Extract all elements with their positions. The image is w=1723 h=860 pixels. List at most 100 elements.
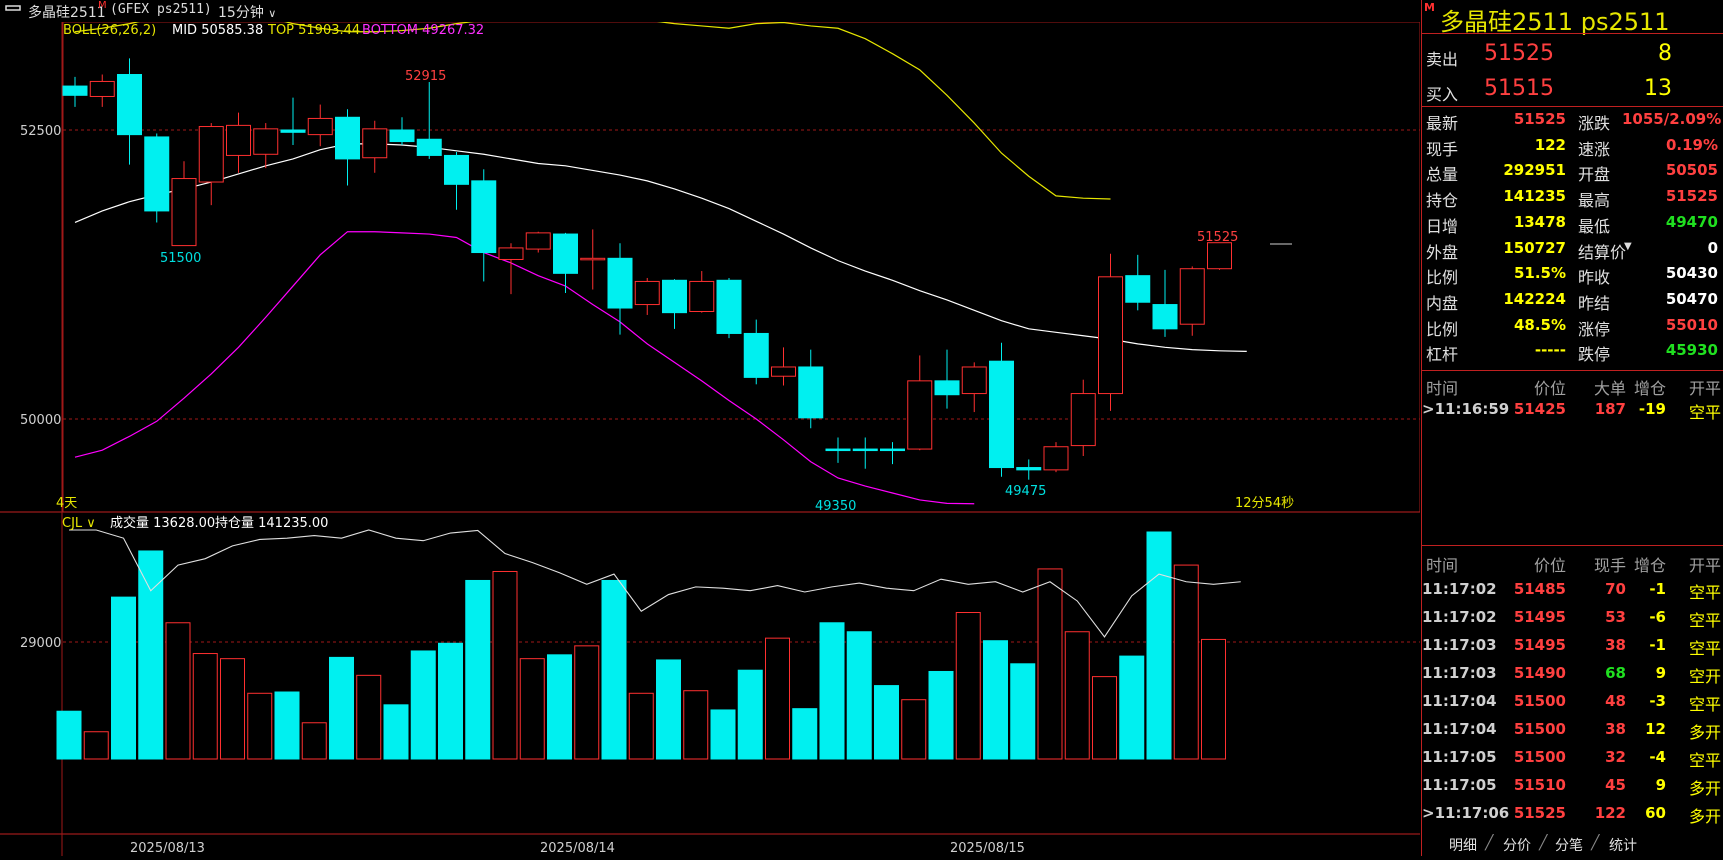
tick-row[interactable]: 11:17:02 51495 53 -6 空平 <box>1422 606 1723 634</box>
volume-bar <box>983 640 1008 760</box>
stat-label: 比例 <box>1426 268 1459 288</box>
contract-name: 多晶硅2511 <box>28 5 106 21</box>
volume-bar <box>601 579 627 760</box>
volume-bar <box>83 731 109 760</box>
stat-value: 50505 <box>1665 161 1718 180</box>
volume-bar <box>247 692 273 760</box>
table-header: 价位 <box>1533 379 1566 398</box>
stat-value: 50470 <box>1665 289 1718 308</box>
volume-bar <box>301 722 327 760</box>
candle-body <box>1152 304 1178 330</box>
tab-1[interactable]: 分价 <box>1503 838 1531 854</box>
tick-price: 51485 <box>1513 580 1566 598</box>
tick-time: 11:17:03 <box>1422 636 1497 654</box>
candle-body <box>226 124 251 156</box>
volume-bar <box>628 692 654 760</box>
big-trade-row[interactable]: >11:16:59 51425 187 -19 空平 <box>1422 398 1723 423</box>
low-price-note: 49475 <box>1005 484 1046 499</box>
tab-0[interactable]: 明细 <box>1449 838 1477 854</box>
stat-label: 日增 <box>1426 216 1459 236</box>
tick-row[interactable]: 11:17:03 51490 68 9 空开 <box>1422 662 1723 690</box>
volume-bar <box>574 645 600 760</box>
stat-row: 内盘 142224 昨结 50470 <box>1422 288 1723 313</box>
kline-chart[interactable]: 52500 50000 BOLL(26,26,2) MID 50585.38 TOP 5… <box>0 13 1421 856</box>
stat-label: 昨收 <box>1578 268 1611 288</box>
candle-body <box>580 257 606 261</box>
stat-label: 外盘 <box>1426 242 1459 262</box>
stat-value: 45930 <box>1665 341 1718 360</box>
volume-value: 成交量 13628.00 <box>110 515 215 531</box>
tick-row[interactable]: 11:17:05 51500 32 -4 空平 <box>1422 746 1723 774</box>
tick-oi-change: -4 <box>1649 748 1666 766</box>
volume-bar <box>492 570 518 760</box>
restore-window-icon[interactable] <box>4 0 22 20</box>
stat-value: 13478 <box>1513 212 1566 231</box>
stat-row: 杠杆 ----- 跌停 45930 <box>1422 339 1723 364</box>
tick-price: 51500 <box>1513 748 1566 766</box>
panel-flag: M <box>1424 1 1435 14</box>
tick-oi-change: -1 <box>1649 580 1666 598</box>
boll-bottom-line <box>74 231 975 505</box>
stat-value: 1055/2.09% <box>1622 110 1722 128</box>
tick-type: 空开 <box>1688 667 1721 686</box>
period-selector[interactable]: 15分钟 ∨ <box>218 2 276 22</box>
stat-label: 昨结 <box>1578 293 1611 313</box>
big-trade-volume: 187 <box>1594 400 1626 418</box>
table-header: 增仓 <box>1633 556 1666 575</box>
stat-value: 122 <box>1534 135 1566 154</box>
volume-bar <box>111 596 136 760</box>
divider <box>1422 370 1723 371</box>
volume-bar <box>1092 676 1117 760</box>
tab-2[interactable]: 分笔 <box>1555 838 1583 854</box>
stat-value: 51525 <box>1513 110 1566 128</box>
stat-label: 持仓 <box>1426 191 1459 211</box>
buy-label: 买入 <box>1426 85 1459 104</box>
candle-body <box>89 80 115 97</box>
high-price-note: 52915 <box>405 69 446 84</box>
stat-value: 51.5% <box>1513 264 1566 283</box>
tick-row[interactable]: >11:17:06 51525 122 60 多开 <box>1422 802 1723 830</box>
stat-row: 持仓 141235 最高 51525 <box>1422 185 1723 210</box>
volume-bar <box>329 656 354 760</box>
stat-label: 杠杆 <box>1426 345 1459 365</box>
candle-body <box>689 280 715 312</box>
volume-bar <box>1146 531 1172 760</box>
sell-volume: 8 <box>1658 41 1672 66</box>
countdown-label: 12分54秒 <box>1235 496 1294 511</box>
open-interest-line <box>69 529 1241 638</box>
price-axis-label: 50000 <box>20 413 61 428</box>
tick-price: 51495 <box>1513 636 1566 654</box>
tick-type: 多开 <box>1688 723 1721 742</box>
volume-bar <box>1173 564 1199 760</box>
buy-price: 51515 <box>1484 76 1554 101</box>
volume-bar <box>1010 663 1036 760</box>
tick-row[interactable]: 11:17:04 51500 48 -3 空平 <box>1422 690 1723 718</box>
tick-oi-change: 9 <box>1655 776 1666 794</box>
stat-label: 涨跌 <box>1578 114 1611 133</box>
candle-body <box>389 129 415 143</box>
tick-volume: 32 <box>1605 748 1626 766</box>
tick-oi-change: -3 <box>1649 692 1666 710</box>
candle-body <box>198 126 224 183</box>
price-axis-label: 52500 <box>20 124 61 139</box>
stat-value: 150727 <box>1503 238 1566 257</box>
volume-bar <box>138 550 164 760</box>
tick-row[interactable]: 11:17:04 51500 38 12 多开 <box>1422 718 1723 746</box>
kline-chart-area[interactable]: 52500 50000 BOLL(26,26,2) MID 50585.38 TOP 5… <box>0 13 1421 856</box>
candle-body <box>798 366 824 419</box>
big-trade-type: 空平 <box>1688 403 1721 422</box>
table-header: 时间 <box>1426 379 1459 398</box>
stat-value: 292951 <box>1503 161 1566 180</box>
candle-body <box>825 448 851 452</box>
tick-row[interactable]: 11:17:05 51510 45 9 多开 <box>1422 774 1723 802</box>
tick-row[interactable]: 11:17:03 51495 38 -1 空平 <box>1422 634 1723 662</box>
volume-bar <box>792 708 818 760</box>
candle-body <box>771 366 796 377</box>
candle-body <box>1070 393 1096 447</box>
volume-bar <box>819 622 845 760</box>
tick-time: >11:17:06 <box>1422 804 1510 822</box>
stat-value: 55010 <box>1665 315 1718 334</box>
tab-3[interactable]: 统计 <box>1609 838 1637 854</box>
candle-body <box>934 380 960 396</box>
tick-row[interactable]: 11:17:02 51485 70 -1 空平 <box>1422 578 1723 606</box>
